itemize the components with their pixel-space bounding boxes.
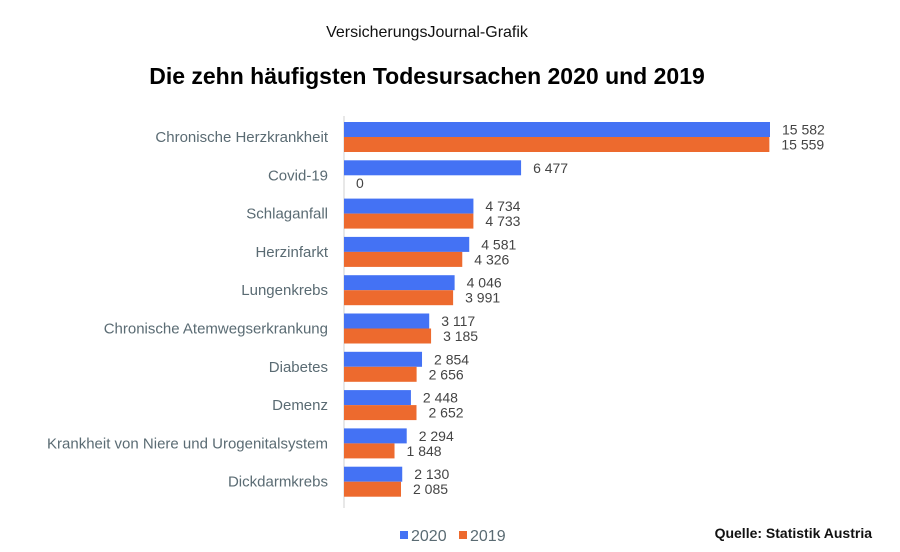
value-label-2020: 6 477 bbox=[533, 160, 568, 176]
bar-2020 bbox=[344, 351, 423, 367]
bar-2020 bbox=[344, 466, 403, 482]
legend-label-2020: 2020 bbox=[411, 528, 447, 545]
bar-2020 bbox=[344, 390, 411, 406]
value-label-2020: 2 448 bbox=[423, 390, 458, 406]
bar-2020 bbox=[344, 160, 522, 176]
value-label-2019: 2 656 bbox=[429, 366, 464, 382]
legend-swatch-2020 bbox=[400, 531, 408, 539]
value-label-2019: 2 652 bbox=[429, 405, 464, 421]
legend-label-2019: 2019 bbox=[470, 528, 506, 545]
value-label-2020: 4 046 bbox=[467, 275, 502, 291]
bar-2019 bbox=[344, 290, 454, 306]
bar-2020 bbox=[344, 236, 470, 252]
value-label-2020: 2 854 bbox=[434, 351, 469, 367]
value-label-2019: 4 733 bbox=[485, 213, 520, 229]
value-label-2020: 2 294 bbox=[419, 428, 454, 444]
bar-2019 bbox=[344, 405, 417, 421]
category-label: Demenz bbox=[272, 397, 328, 414]
bar-2019 bbox=[344, 137, 770, 152]
value-label-2020: 2 130 bbox=[414, 466, 449, 482]
value-label-2020: 15 582 bbox=[782, 122, 825, 138]
category-label: Schlaganfall bbox=[246, 206, 328, 223]
value-label-2020: 4 734 bbox=[485, 198, 520, 214]
value-label-2020: 4 581 bbox=[481, 236, 516, 252]
chart-title: Die zehn häufigsten Todesursachen 2020 u… bbox=[149, 63, 705, 89]
bar-2019 bbox=[344, 366, 417, 382]
bar-2019 bbox=[344, 443, 395, 459]
category-label: Covid-19 bbox=[268, 167, 328, 184]
publisher-label: VersicherungsJournal-Grafik bbox=[326, 24, 528, 41]
bar-2019 bbox=[344, 328, 432, 344]
value-label-2019: 15 559 bbox=[781, 137, 824, 153]
value-label-2019: 2 085 bbox=[413, 481, 448, 497]
bar-2020 bbox=[344, 122, 770, 137]
category-label: Diabetes bbox=[269, 359, 328, 376]
value-label-2019: 0 bbox=[356, 175, 364, 191]
category-label: Chronische Herzkrankheit bbox=[155, 129, 328, 146]
category-label: Herzinfarkt bbox=[255, 244, 328, 261]
category-label: Lungenkrebs bbox=[241, 282, 328, 299]
source-note: Quelle: Statistik Austria bbox=[714, 525, 872, 541]
legend-swatch-2019 bbox=[459, 531, 467, 539]
bar-2020 bbox=[344, 313, 430, 329]
bar-2020 bbox=[344, 428, 407, 444]
category-label: Krankheit von Niere und Urogenitalsystem bbox=[47, 435, 328, 452]
bar-2020 bbox=[344, 275, 455, 291]
value-label-2019: 3 185 bbox=[443, 328, 478, 344]
category-label: Dickdarmkrebs bbox=[228, 474, 328, 491]
category-label: Chronische Atemwegserkrankung bbox=[104, 321, 328, 338]
bar-2019 bbox=[344, 251, 463, 267]
bar-2019 bbox=[344, 481, 402, 497]
value-label-2019: 4 326 bbox=[474, 251, 509, 267]
value-label-2020: 3 117 bbox=[441, 313, 475, 329]
value-label-2019: 1 848 bbox=[407, 443, 442, 459]
bar-2019 bbox=[344, 213, 474, 229]
bar-2020 bbox=[344, 198, 474, 214]
value-label-2019: 3 991 bbox=[465, 290, 500, 306]
